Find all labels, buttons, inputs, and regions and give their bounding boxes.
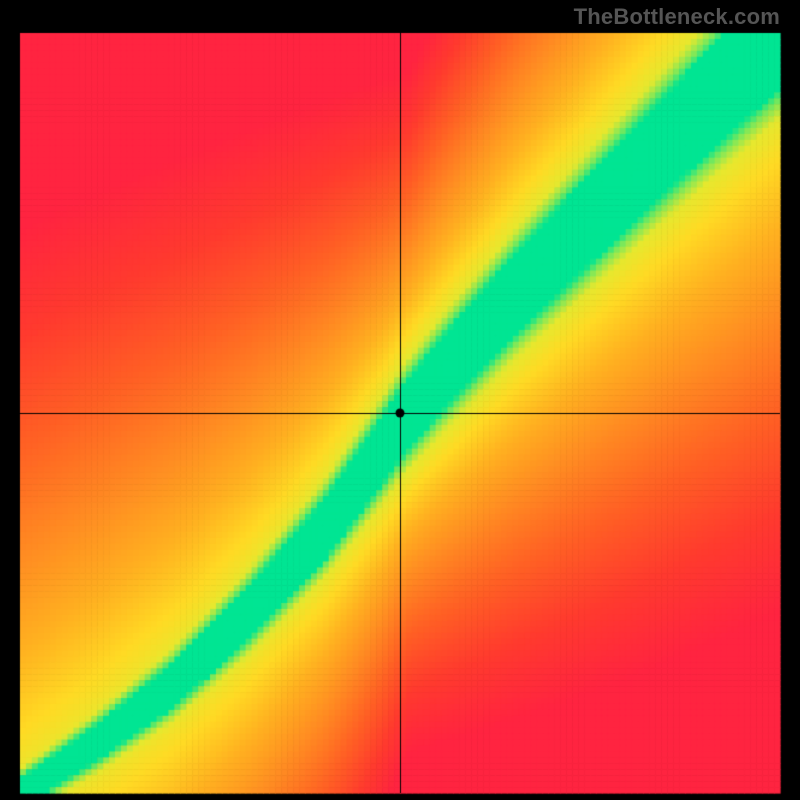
bottleneck-heatmap: [0, 0, 800, 800]
watermark-text: TheBottleneck.com: [574, 4, 780, 30]
chart-container: TheBottleneck.com: [0, 0, 800, 800]
